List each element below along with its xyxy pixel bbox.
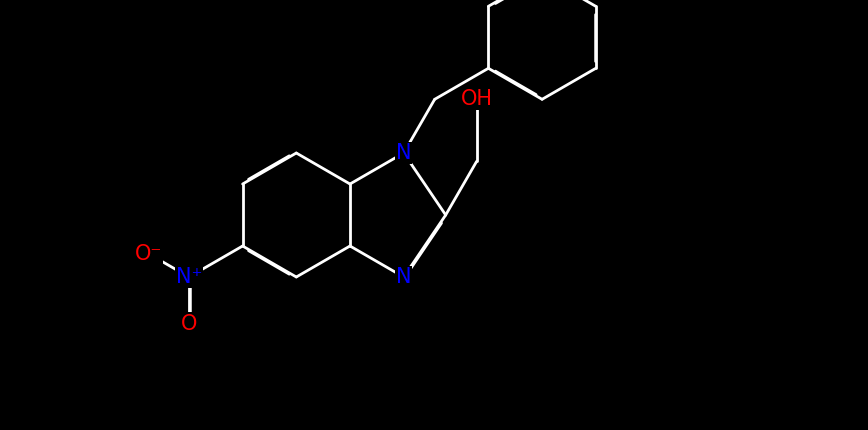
Text: O⁻: O⁻ <box>135 244 162 264</box>
Text: N: N <box>396 267 411 287</box>
Text: N: N <box>396 143 411 163</box>
Text: N⁺: N⁺ <box>175 267 202 287</box>
Text: O: O <box>181 313 197 334</box>
Text: OH: OH <box>461 89 493 109</box>
